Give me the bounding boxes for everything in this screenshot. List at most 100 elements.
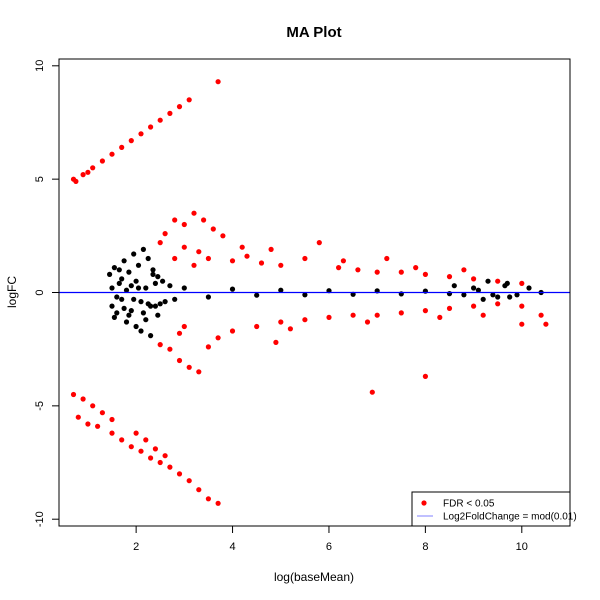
point-not-significant-71 xyxy=(490,292,496,298)
point-fdr-significant-47 xyxy=(220,233,226,239)
point-fdr-significant-14 xyxy=(73,178,79,184)
point-fdr-significant-4 xyxy=(109,151,115,157)
point-not-significant-49 xyxy=(254,292,260,298)
y-tick-label-10: 10 xyxy=(34,60,46,72)
legend-fdr-label: FDR < 0.05 xyxy=(443,499,495,510)
point-fdr-significant-94 xyxy=(239,244,245,250)
point-fdr-significant-46 xyxy=(210,226,216,232)
point-fdr-significant-62 xyxy=(446,274,453,280)
point-fdr-significant-36 xyxy=(133,430,139,436)
point-fdr-significant-75 xyxy=(278,319,284,325)
point-fdr-significant-52 xyxy=(244,253,250,259)
point-fdr-significant-53 xyxy=(258,260,265,266)
point-fdr-significant-5 xyxy=(119,144,125,150)
point-fdr-significant-86 xyxy=(369,389,375,395)
point-fdr-significant-43 xyxy=(181,221,187,228)
point-fdr-significant-102 xyxy=(340,258,346,264)
point-not-significant-62 xyxy=(485,278,491,284)
point-not-significant-11 xyxy=(133,323,139,330)
point-fdr-significant-39 xyxy=(162,453,168,459)
point-fdr-significant-85 xyxy=(519,303,525,309)
point-not-significant-6 xyxy=(121,258,127,264)
point-fdr-significant-42 xyxy=(172,217,178,223)
point-fdr-significant-25 xyxy=(119,437,125,443)
point-not-significant-33 xyxy=(143,285,149,291)
point-fdr-significant-101 xyxy=(287,326,293,332)
point-not-significant-67 xyxy=(502,283,508,289)
point-not-significant-20 xyxy=(155,274,161,280)
point-not-significant-32 xyxy=(138,299,144,305)
point-not-significant-36 xyxy=(111,314,117,320)
point-fdr-significant-103 xyxy=(364,319,371,325)
point-not-significant-46 xyxy=(181,285,187,291)
point-not-significant-37 xyxy=(116,267,122,273)
point-not-significant-51 xyxy=(302,292,308,298)
point-fdr-significant-40 xyxy=(157,240,163,246)
y-tick-label--10: -10 xyxy=(34,511,46,527)
point-fdr-significant-44 xyxy=(191,210,197,216)
point-fdr-significant-8 xyxy=(148,124,154,130)
point-not-significant-30 xyxy=(128,283,134,289)
point-fdr-significant-22 xyxy=(85,421,91,427)
x-axis-label: log(baseMean) xyxy=(274,570,354,584)
point-not-significant-45 xyxy=(155,312,161,318)
point-fdr-significant-30 xyxy=(167,464,173,470)
point-fdr-significant-68 xyxy=(176,357,183,364)
point-not-significant-22 xyxy=(160,278,166,284)
y-tick-label--5: -5 xyxy=(34,401,46,411)
point-not-significant-42 xyxy=(140,310,146,316)
point-not-significant-50 xyxy=(278,287,284,293)
point-not-significant-38 xyxy=(121,305,127,311)
point-not-significant-47 xyxy=(205,294,211,300)
point-fdr-significant-2 xyxy=(90,165,96,171)
point-not-significant-10 xyxy=(131,251,137,257)
point-fdr-significant-84 xyxy=(495,301,501,307)
legend-fold-change-label: Log2FoldChange = mod(0.01) xyxy=(443,512,577,523)
point-fdr-significant-96 xyxy=(191,262,197,268)
point-fdr-significant-54 xyxy=(278,262,284,268)
point-fdr-significant-32 xyxy=(186,478,192,484)
point-not-significant-18 xyxy=(150,267,156,273)
point-fdr-significant-100 xyxy=(273,339,279,345)
point-fdr-significant-45 xyxy=(201,217,207,223)
y-axis: -10 -5 0 5 10 xyxy=(34,60,59,527)
point-not-significant-5 xyxy=(119,296,125,302)
point-fdr-significant-82 xyxy=(446,305,453,311)
point-fdr-significant-28 xyxy=(148,455,154,461)
y-axis-label: logFC xyxy=(5,276,19,308)
point-not-significant-43 xyxy=(145,301,151,307)
point-fdr-significant-71 xyxy=(205,344,211,350)
point-fdr-significant-77 xyxy=(326,314,332,320)
point-not-significant-17 xyxy=(148,333,154,339)
point-fdr-significant-58 xyxy=(355,267,361,273)
point-not-significant-68 xyxy=(526,285,532,291)
data-points xyxy=(70,79,549,506)
point-fdr-significant-91 xyxy=(480,312,486,318)
point-fdr-significant-33 xyxy=(196,487,202,493)
point-fdr-significant-18 xyxy=(90,403,96,409)
point-fdr-significant-24 xyxy=(109,430,115,436)
point-fdr-significant-57 xyxy=(336,265,342,271)
x-axis: 2 4 6 8 10 xyxy=(133,526,528,553)
point-not-significant-26 xyxy=(109,285,115,291)
point-fdr-significant-81 xyxy=(422,308,428,314)
point-fdr-significant-1 xyxy=(80,172,86,178)
point-fdr-significant-89 xyxy=(543,321,549,327)
point-fdr-significant-56 xyxy=(316,240,322,246)
point-not-significant-65 xyxy=(514,292,520,298)
point-not-significant-19 xyxy=(152,303,158,309)
point-fdr-significant-63 xyxy=(471,276,477,282)
point-fdr-significant-34 xyxy=(205,496,211,502)
point-fdr-significant-60 xyxy=(398,269,404,275)
point-fdr-significant-98 xyxy=(172,255,178,262)
point-fdr-significant-12 xyxy=(186,97,192,103)
point-fdr-significant-35 xyxy=(215,500,221,506)
point-fdr-significant-20 xyxy=(109,416,115,423)
point-fdr-significant-92 xyxy=(461,267,467,273)
x-tick-label-10: 10 xyxy=(516,541,528,553)
y-tick-label-5: 5 xyxy=(34,176,46,182)
point-not-significant-35 xyxy=(152,280,158,286)
point-not-significant-29 xyxy=(123,287,130,293)
point-not-significant-9 xyxy=(128,308,134,314)
